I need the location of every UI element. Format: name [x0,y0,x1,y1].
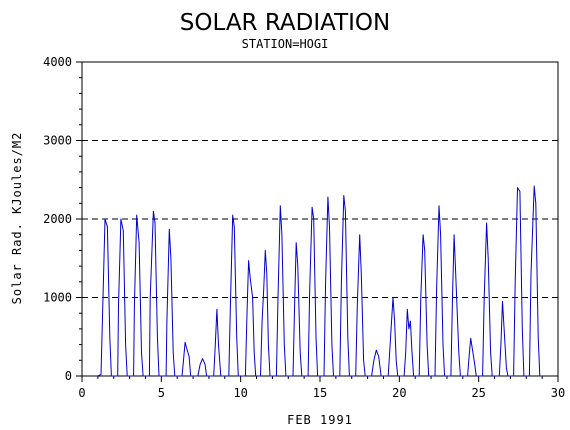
x-tick-label: 15 [313,386,327,400]
gridlines [82,61,558,298]
x-axis-ticks: 0 5 10 15 20 25 30 [78,376,565,400]
y-tick-label: 3000 [43,134,72,148]
chart-subtitle: STATION=HOGI [242,37,329,51]
y-tick-label: 0 [65,369,72,383]
y-axis-ticks: 0 1000 2000 3000 4000 [43,55,82,383]
x-tick-label: 20 [392,386,406,400]
x-tick-label: 25 [471,386,485,400]
plot-area [97,185,543,377]
x-tick-label: 0 [78,386,85,400]
y-tick-label: 1000 [43,291,72,305]
series-line-0 [97,185,543,377]
x-axis-label: FEB 1991 [287,413,353,427]
chart-title: SOLAR RADIATION [180,10,390,36]
x-tick-label: 30 [551,386,565,400]
y-axis-label: Solar Rad. KJoules/M2 [10,132,24,305]
x-tick-label: 10 [233,386,247,400]
y-tick-label: 4000 [43,55,72,69]
x-tick-label: 5 [158,386,165,400]
y-tick-label: 2000 [43,212,72,226]
